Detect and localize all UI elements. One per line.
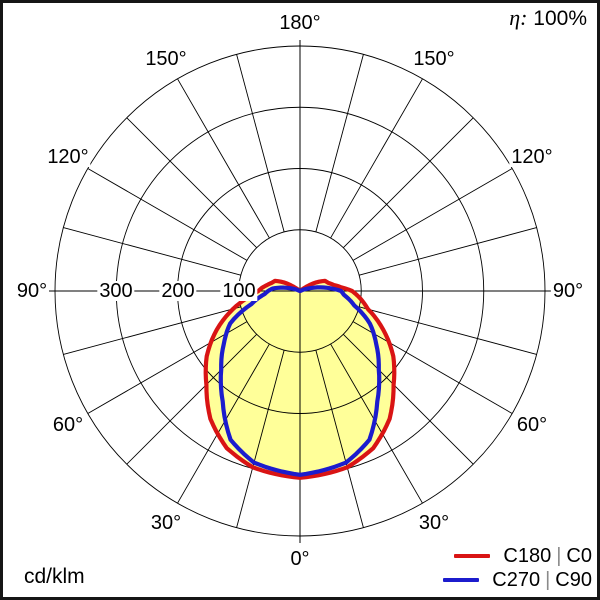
efficiency-label: η: 100%	[509, 7, 587, 30]
angle-label-60-right: 60°	[514, 414, 550, 436]
legend-plane-label: C0	[566, 545, 592, 567]
angle-label-180: 180°	[277, 12, 323, 34]
legend-row-c180-c0: C180 | C0	[443, 544, 592, 568]
angle-label-0: 0°	[288, 548, 312, 570]
legend-row-c270-c90: C270 | C90	[443, 568, 592, 592]
angle-label-90-right: 90°	[550, 280, 586, 302]
angle-label-30-left: 30°	[148, 512, 184, 534]
radial-label-200: 200	[159, 280, 197, 302]
legend-plane-label: C270	[492, 569, 541, 591]
angle-label-150-right: 150°	[411, 48, 457, 70]
angle-label-30-right: 30°	[416, 512, 452, 534]
legend: C180 | C0 C270 | C90	[443, 544, 592, 592]
units-label: cd/klm	[24, 565, 85, 588]
legend-swatch	[454, 554, 491, 558]
radial-label-100: 100	[220, 280, 258, 302]
angle-label-90-left: 90°	[14, 280, 50, 302]
angle-label-120-left: 120°	[45, 146, 91, 168]
eta-symbol: η:	[509, 5, 528, 30]
angle-label-60-left: 60°	[50, 414, 86, 436]
angle-label-120-right: 120°	[509, 146, 555, 168]
efficiency-value: 100%	[533, 7, 587, 30]
legend-plane-label: C180	[503, 545, 552, 567]
legend-separator: |	[545, 569, 551, 591]
legend-swatch	[443, 578, 480, 582]
legend-plane-label: C90	[555, 569, 592, 591]
angle-label-150-left: 150°	[143, 48, 189, 70]
legend-separator: |	[556, 545, 562, 567]
radial-label-300: 300	[97, 280, 135, 302]
polar-grid-layer	[49, 40, 551, 543]
